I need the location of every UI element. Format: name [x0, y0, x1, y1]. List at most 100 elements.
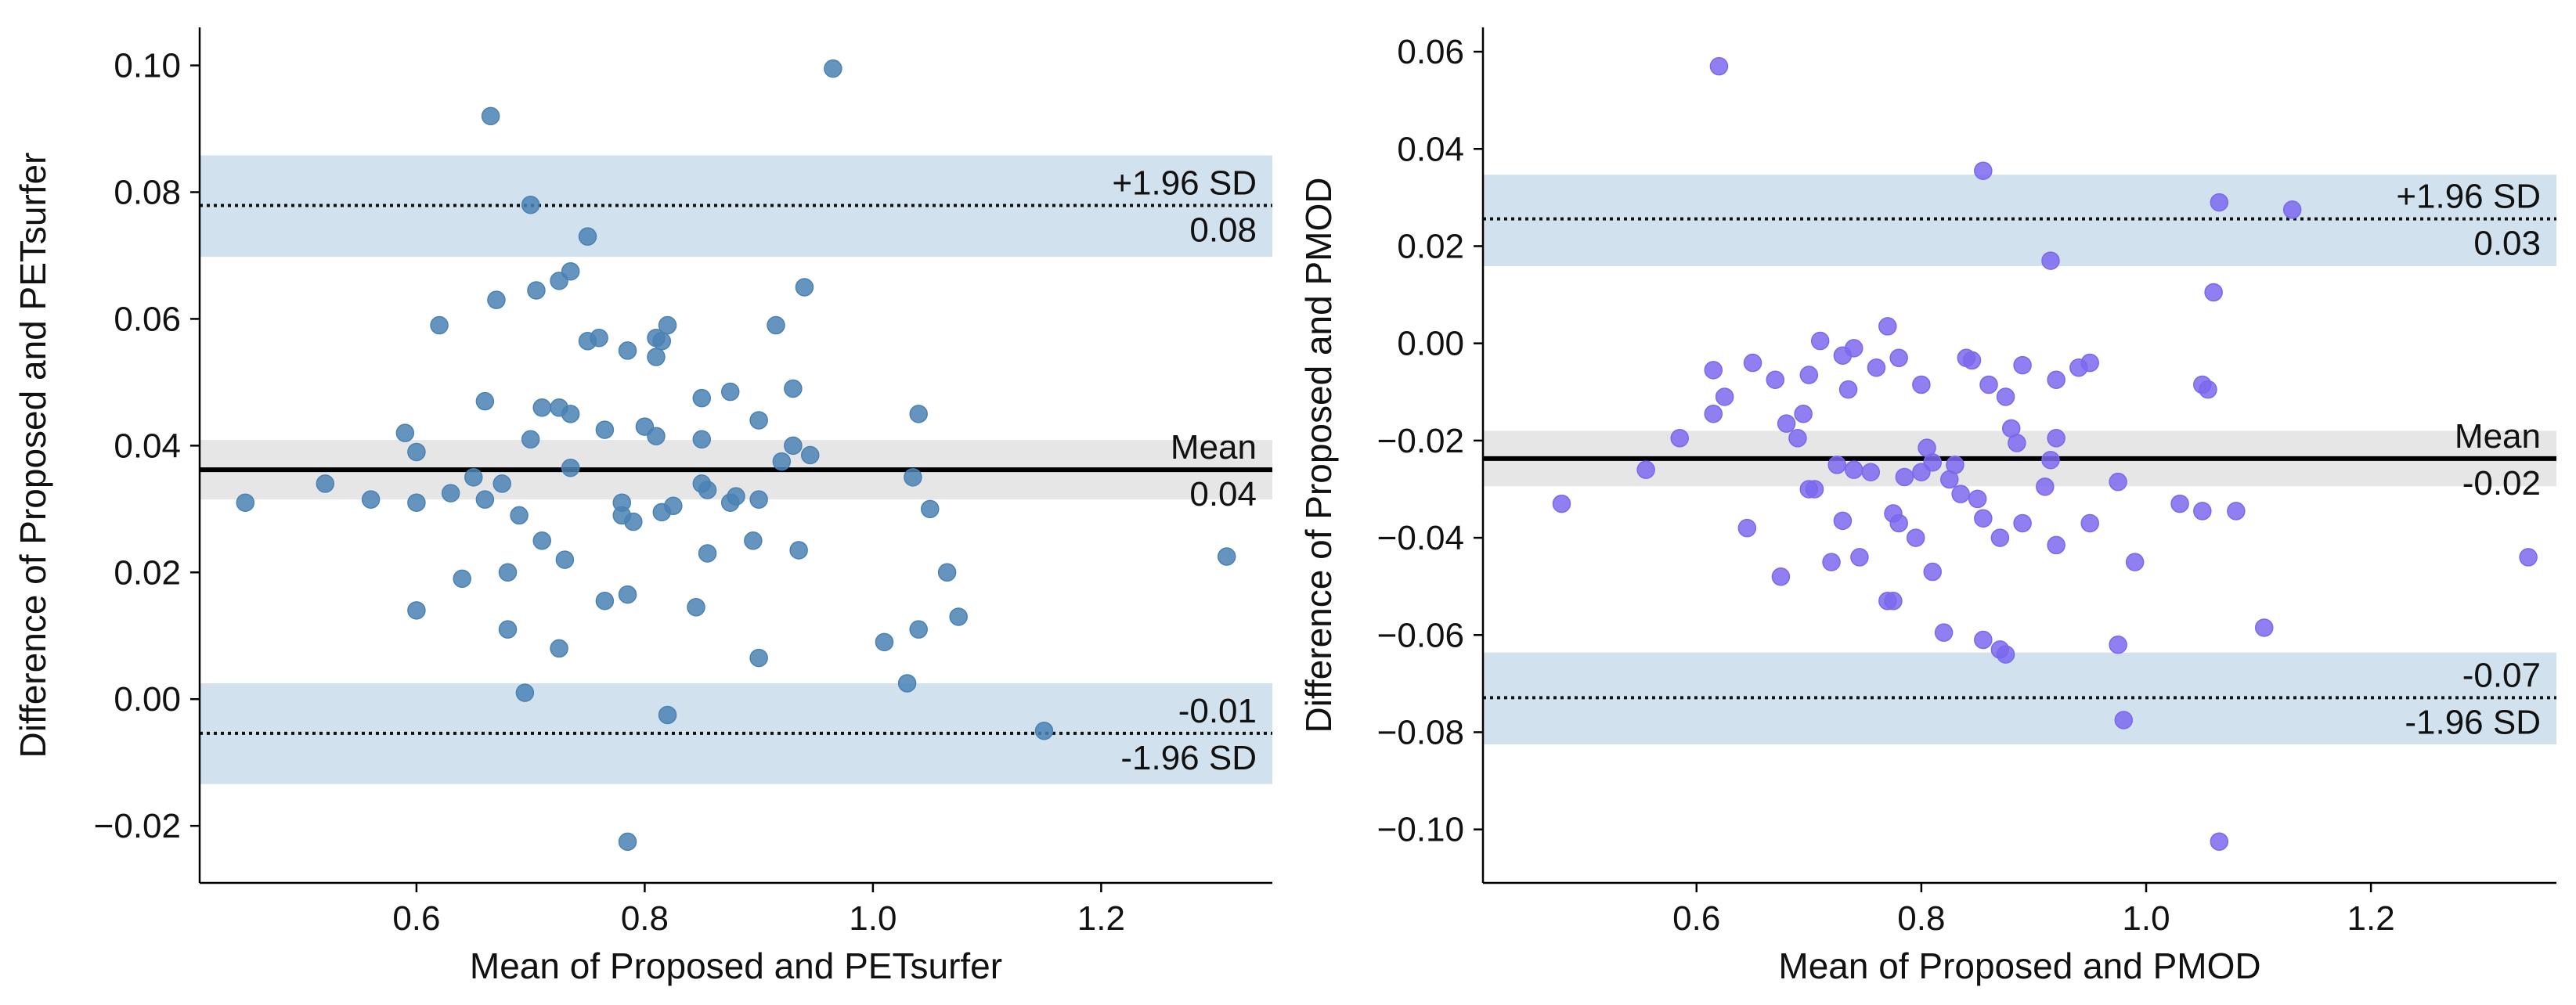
- data-point: [1962, 351, 1982, 370]
- data-point: [2109, 635, 2127, 654]
- data-point: [1946, 456, 1964, 474]
- data-point: [1906, 528, 1925, 547]
- data-point: [647, 348, 666, 366]
- data-point: [2210, 193, 2229, 212]
- data-point: [692, 430, 712, 449]
- data-point: [2519, 548, 2538, 567]
- data-point: [595, 420, 615, 439]
- data-point: [949, 607, 968, 626]
- data-point: [550, 639, 568, 658]
- data-point: [618, 341, 637, 360]
- data-point: [1923, 453, 1942, 472]
- data-point: [2047, 370, 2065, 389]
- data-point: [897, 674, 917, 693]
- y-axis-label: Difference of Proposed and PETsurfer: [13, 153, 53, 758]
- data-point: [720, 382, 740, 402]
- data-point: [1217, 547, 1236, 566]
- data-point: [1737, 518, 1757, 538]
- data-point: [664, 496, 683, 516]
- data-point: [1670, 429, 1689, 448]
- data-point: [1552, 494, 1571, 513]
- y-tick-label: −0.08: [1377, 713, 1464, 751]
- right-panel-pmod: +1.96 SD 0.03 Mean -0.02 -0.07 -1.96 SD 0.6 0.8…: [1298, 27, 2556, 986]
- data-point: [2047, 535, 2065, 555]
- y-tick-label: 0.06: [114, 300, 181, 338]
- data-point: [1709, 56, 1729, 76]
- data-point: [441, 484, 460, 502]
- data-point: [395, 423, 415, 442]
- data-point: [1889, 513, 1908, 533]
- x-tick-label: 0.6: [1672, 899, 1720, 938]
- data-point: [1923, 562, 1942, 582]
- data-point: [1822, 553, 1841, 571]
- x-tick-label: 0.8: [1897, 899, 1945, 938]
- data-point: [692, 388, 712, 408]
- data-point: [2080, 353, 2099, 373]
- mean-value: -0.02: [2462, 464, 2541, 502]
- data-point: [595, 591, 615, 611]
- data-point: [236, 493, 255, 512]
- data-point: [2254, 618, 2274, 637]
- data-point: [498, 563, 518, 582]
- data-point: [487, 290, 506, 309]
- data-point: [1889, 348, 1908, 368]
- data-point: [510, 506, 529, 525]
- data-point: [430, 315, 449, 335]
- data-point: [624, 512, 643, 531]
- data-point: [561, 405, 580, 423]
- data-point: [909, 405, 928, 423]
- data-point: [2047, 429, 2065, 448]
- upper-loa-value: 0.03: [2473, 225, 2541, 263]
- data-point: [2036, 477, 2055, 496]
- data-point: [1996, 645, 2015, 664]
- data-point: [1884, 592, 1903, 611]
- data-point: [824, 59, 842, 78]
- mean-label: Mean: [2455, 417, 2541, 456]
- y-tick-label: −0.02: [94, 807, 181, 845]
- data-point: [578, 227, 597, 246]
- data-point: [1968, 489, 1987, 509]
- x-axis-label: Mean of Proposed and PMOD: [1778, 946, 2260, 986]
- data-point: [789, 541, 808, 560]
- data-point: [1974, 509, 1993, 528]
- data-point: [1771, 567, 1791, 586]
- data-point: [1034, 721, 1054, 740]
- data-point: [361, 490, 381, 509]
- data-point: [2109, 472, 2127, 492]
- data-point: [498, 620, 518, 639]
- data-point: [875, 632, 894, 652]
- data-point: [555, 550, 575, 569]
- data-point: [1704, 361, 1723, 380]
- data-point: [1878, 317, 1897, 336]
- data-point: [1636, 460, 1655, 479]
- y-tick-label: 0.04: [114, 427, 181, 465]
- data-point: [1777, 414, 1796, 433]
- data-point: [561, 261, 580, 281]
- data-point: [2227, 502, 2246, 521]
- upper-loa-label: +1.96 SD: [1112, 164, 1257, 203]
- x-tick-label: 1.0: [2122, 899, 2170, 938]
- data-point: [937, 563, 957, 582]
- data-point: [1979, 375, 1998, 394]
- left-panel-petsurfer: +1.96 SD 0.08 Mean 0.04 -0.01 -1.96 SD 0.6 0.8 1…: [13, 27, 1272, 986]
- x-tick-label: 1.0: [849, 899, 897, 938]
- data-point: [909, 620, 928, 639]
- data-point: [521, 195, 540, 214]
- data-point: [407, 442, 426, 462]
- y-tick-label: 0.00: [114, 680, 181, 719]
- data-point: [1934, 623, 1954, 642]
- data-point: [727, 487, 745, 506]
- data-point: [921, 499, 940, 519]
- y-tick-label: 0.06: [1397, 33, 1464, 71]
- data-point: [492, 474, 511, 493]
- y-tick-label: 0.02: [1397, 227, 1464, 265]
- data-point: [1867, 358, 1886, 377]
- data-point: [1810, 331, 1830, 351]
- data-point: [1715, 387, 1734, 406]
- mean-value: 0.04: [1189, 475, 1257, 513]
- data-point: [795, 278, 814, 297]
- data-point: [618, 585, 637, 604]
- data-point: [618, 832, 637, 852]
- data-point: [767, 315, 785, 335]
